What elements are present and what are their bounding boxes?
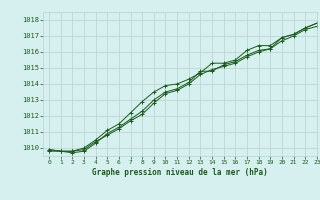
X-axis label: Graphe pression niveau de la mer (hPa): Graphe pression niveau de la mer (hPa) — [92, 168, 268, 177]
